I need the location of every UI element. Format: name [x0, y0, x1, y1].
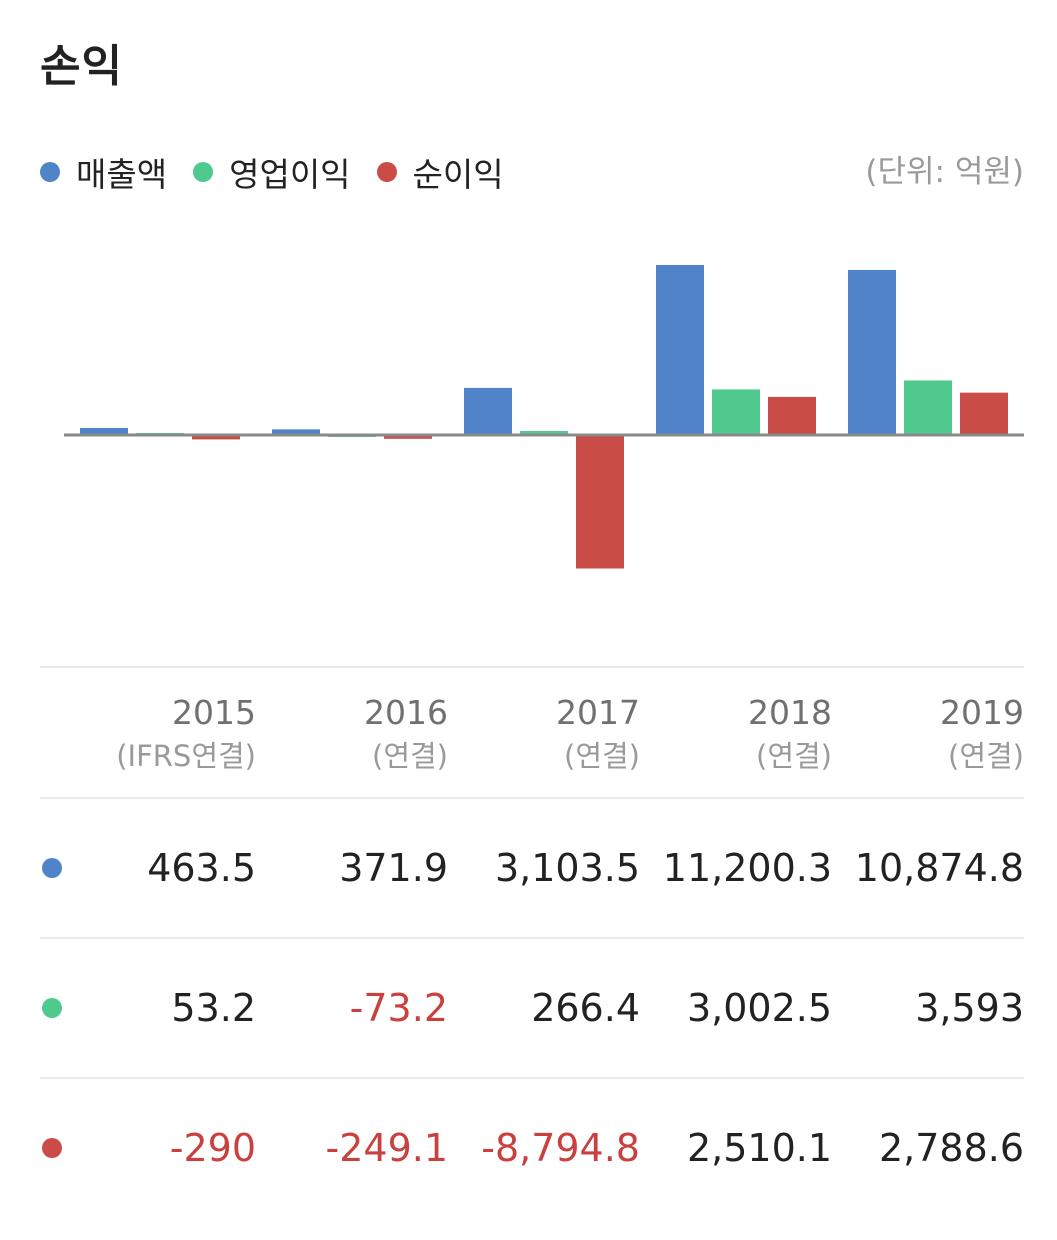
divider-row-2 — [40, 1077, 1024, 1079]
basis-label: (연결) — [372, 739, 448, 773]
table-cell: 3,593 — [915, 986, 1024, 1030]
table-cell: 3,103.5 — [494, 846, 640, 890]
year-label: 2015 — [172, 693, 256, 732]
row-series-dot — [42, 858, 62, 878]
bar-operating — [520, 430, 568, 435]
bar-net — [576, 435, 624, 569]
basis-label: (연결) — [948, 739, 1024, 773]
basis-label: (연결) — [564, 739, 640, 773]
unit-label: (단위: 억원) — [865, 154, 1024, 190]
year-column-header: 2019 (연결) — [834, 690, 1024, 776]
bar-net — [384, 435, 432, 439]
legend-item-operating: 영업이익 — [193, 148, 351, 196]
table-cell: 371.9 — [339, 846, 448, 890]
bar-revenue — [80, 427, 128, 435]
year-label: 2016 — [364, 693, 448, 732]
row-series-dot — [42, 1138, 62, 1158]
table-cell: -290 — [169, 1126, 256, 1170]
legend-item-revenue: 매출액 — [40, 148, 167, 196]
table-cell: 10,874.8 — [854, 846, 1024, 890]
bar-operating — [712, 389, 760, 435]
bar-revenue — [272, 429, 320, 435]
table-cell: 2,510.1 — [686, 1126, 832, 1170]
divider-header — [40, 797, 1024, 799]
table-cell: 266.4 — [531, 986, 640, 1030]
bar-net — [960, 392, 1008, 435]
divider-row-1 — [40, 937, 1024, 939]
legend-dot-operating — [193, 162, 214, 182]
bar-revenue — [848, 269, 896, 435]
basis-label: (IFRS연결) — [116, 739, 256, 773]
year-label: 2019 — [940, 693, 1024, 732]
year-label: 2017 — [556, 693, 640, 732]
section-title: 손익 — [40, 41, 123, 92]
chart-legend: 매출액 영업이익 순이익 — [40, 150, 530, 194]
year-column-header: 2016 (연결) — [258, 690, 448, 776]
legend-dot-revenue — [40, 162, 60, 182]
legend-label-revenue: 매출액 — [76, 155, 168, 194]
table-cell: 11,200.3 — [662, 846, 832, 890]
table-cell: 2,788.6 — [878, 1126, 1024, 1170]
year-column-header: 2015 (IFRS연결) — [66, 690, 256, 776]
bar-operating — [904, 380, 952, 435]
divider-top — [40, 666, 1024, 668]
bar-revenue — [464, 387, 512, 435]
table-cell: 463.5 — [147, 846, 256, 890]
table-cell: -73.2 — [349, 986, 448, 1030]
bar-revenue — [656, 264, 704, 435]
year-label: 2018 — [748, 693, 832, 732]
basis-label: (연결) — [756, 739, 832, 773]
bar-net — [768, 396, 816, 435]
table-cell: -249.1 — [325, 1126, 449, 1170]
table-cell: -8,794.8 — [481, 1126, 640, 1170]
legend-label-net: 순이익 — [412, 155, 504, 194]
legend-dot-net — [376, 162, 397, 182]
table-cell: 3,002.5 — [686, 986, 832, 1030]
bar-chart — [64, 264, 1024, 569]
year-column-header: 2017 (연결) — [450, 690, 640, 776]
legend-label-operating: 영업이익 — [229, 155, 351, 194]
bar-net — [192, 435, 240, 440]
table-cell: 53.2 — [171, 986, 256, 1030]
row-series-dot — [42, 998, 62, 1018]
legend-item-net: 순이익 — [376, 148, 504, 196]
year-column-header: 2018 (연결) — [642, 690, 832, 776]
